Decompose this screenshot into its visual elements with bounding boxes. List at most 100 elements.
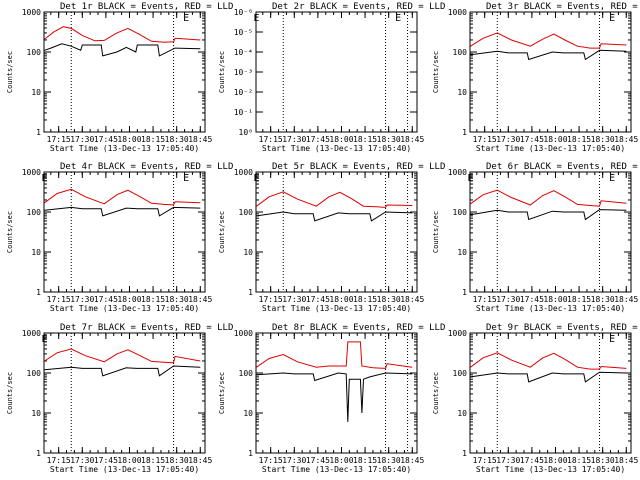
x-tick-label: 17:15 [473, 456, 497, 465]
x-tick-label: 18:45 [188, 295, 212, 304]
event-marker: E [609, 13, 615, 24]
panel-det-9: Det 9r BLACK = Events, RED = LLD 1 10 100 10… [432, 323, 640, 474]
series-line-black [256, 372, 413, 422]
y-axis-label: Counts/sec [6, 372, 14, 414]
x-tick-label: 18:15 [353, 295, 377, 304]
y-tick-label: 1000 [448, 8, 467, 17]
x-tick-label: 18:15 [141, 295, 165, 304]
x-tick-label: 17:30 [282, 295, 306, 304]
y-tick-label: 10⁻⁵ [234, 28, 253, 37]
y-tick-label: 10 [31, 248, 41, 257]
x-tick-label: 18:45 [400, 295, 424, 304]
panel-title: Det 7r BLACK = Events, RED = LLD [60, 323, 233, 333]
series-line-black [470, 371, 627, 383]
plot-frame [43, 332, 206, 454]
x-tick-label: 18:15 [141, 135, 165, 144]
event-marker: E [609, 173, 615, 184]
x-tick-label: 18:15 [353, 456, 377, 465]
x-tick-label: 18:15 [141, 456, 165, 465]
y-tick-label: 10⁰ [239, 128, 253, 137]
event-marker: E [254, 173, 260, 184]
x-tick-label: 18:30 [377, 295, 401, 304]
event-marker: E [183, 13, 189, 24]
y-tick-label: 1 [248, 449, 253, 458]
y-tick-label: 100 [27, 208, 42, 217]
y-tick-label: 100 [239, 369, 254, 378]
y-tick-label: 1 [248, 288, 253, 297]
panel-title: Det 4r BLACK = Events, RED = LLD [60, 162, 233, 172]
y-tick-label: 100 [453, 48, 468, 57]
x-tick-label: 18:45 [400, 456, 424, 465]
y-tick-label: 100 [27, 48, 42, 57]
panel-title: Det 3r BLACK = Events, RED = LLD [486, 2, 640, 12]
y-tick-label: 1000 [22, 329, 41, 338]
y-tick-label: 1 [462, 288, 467, 297]
y-axis-label: Counts/sec [218, 51, 226, 93]
x-tick-label: 17:15 [47, 135, 71, 144]
event-marker: E [468, 173, 474, 184]
y-tick-label: 100 [453, 208, 468, 217]
x-tick-label: 18:00 [117, 456, 141, 465]
y-tick-label: 1000 [22, 8, 41, 17]
y-tick-label: 10 [457, 409, 467, 418]
x-tick-label: 17:30 [496, 456, 520, 465]
x-axis-label: Start Time (13-Dec-13 17:05:40) [262, 465, 411, 474]
y-axis-label: Counts/sec [432, 372, 440, 414]
x-tick-label: 17:30 [496, 135, 520, 144]
event-marker: E [42, 334, 48, 345]
series-line-red [470, 189, 627, 207]
series-line-red [44, 188, 201, 206]
y-tick-label: 1000 [448, 168, 467, 177]
y-tick-label: 10⁻¹ [234, 108, 253, 117]
event-marker: E [609, 334, 615, 345]
panel-title: Det 6r BLACK = Events, RED = LLD [486, 162, 640, 172]
x-tick-label: 17:45 [306, 456, 330, 465]
plot-frame [255, 171, 418, 293]
panel-title: Det 8r BLACK = Events, RED = LLD [272, 323, 445, 333]
x-tick-label: 17:15 [47, 295, 71, 304]
x-axis-label: Start Time (13-Dec-13 17:05:40) [50, 304, 199, 313]
x-tick-label: 18:45 [188, 135, 212, 144]
plot-frame [255, 332, 418, 454]
panel-det-7: Det 7r BLACK = Events, RED = LLD 1 10 100 10… [6, 323, 233, 474]
event-marker: E [183, 173, 189, 184]
series-line-red [256, 191, 413, 208]
x-tick-label: 18:45 [614, 456, 638, 465]
y-axis-label: Counts/sec [6, 211, 14, 253]
x-tick-label: 18:00 [329, 135, 353, 144]
x-axis-label: Start Time (13-Dec-13 17:05:40) [50, 465, 199, 474]
x-tick-label: 18:00 [543, 295, 567, 304]
y-tick-label: 10 [457, 88, 467, 97]
x-tick-label: 18:30 [591, 135, 615, 144]
x-tick-label: 17:15 [473, 135, 497, 144]
x-tick-label: 18:30 [591, 456, 615, 465]
panel-det-3: Det 3r BLACK = Events, RED = LLD 1 10 100 10… [432, 2, 640, 153]
x-tick-label: 17:15 [259, 456, 283, 465]
y-tick-label: 1 [36, 128, 41, 137]
x-tick-label: 18:30 [165, 135, 189, 144]
x-tick-label: 18:45 [614, 135, 638, 144]
x-tick-label: 17:15 [259, 295, 283, 304]
series-line-black [470, 49, 627, 61]
x-tick-label: 18:45 [400, 135, 424, 144]
y-tick-label: 10 [457, 248, 467, 257]
x-tick-label: 17:45 [520, 295, 544, 304]
x-tick-label: 18:00 [117, 135, 141, 144]
x-tick-label: 18:00 [329, 456, 353, 465]
y-tick-label: 1000 [234, 329, 253, 338]
x-tick-label: 18:30 [377, 135, 401, 144]
y-axis-label: Counts/sec [218, 211, 226, 253]
x-axis-label: Start Time (13-Dec-13 17:05:40) [262, 144, 411, 153]
series-line-red [470, 32, 627, 49]
x-tick-label: 18:30 [165, 456, 189, 465]
plot-frame [469, 171, 632, 293]
panel-title: Det 9r BLACK = Events, RED = LLD [486, 323, 640, 333]
x-tick-label: 17:45 [94, 295, 118, 304]
x-tick-label: 17:45 [520, 135, 544, 144]
panel-title: Det 5r BLACK = Events, RED = LLD [272, 162, 445, 172]
y-tick-label: 100 [27, 369, 42, 378]
panel-title: Det 1r BLACK = Events, RED = LLD [60, 2, 233, 12]
x-tick-label: 17:30 [70, 295, 94, 304]
x-axis-label: Start Time (13-Dec-13 17:05:40) [50, 144, 199, 153]
event-marker: E [42, 173, 48, 184]
